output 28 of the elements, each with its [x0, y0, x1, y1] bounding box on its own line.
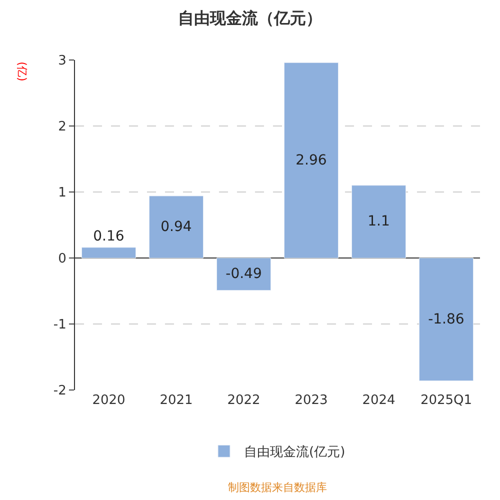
x-tick-label: 2025Q1 [420, 393, 472, 408]
y-axis-title: (亿) [15, 62, 28, 82]
data-label: -1.86 [428, 311, 464, 328]
bar [352, 185, 406, 258]
bar [284, 62, 338, 258]
chart-title: 自由现金流（亿元） [178, 8, 322, 28]
y-tick-label: 0 [58, 252, 66, 267]
bar [216, 258, 271, 291]
y-tick-label: 3 [58, 54, 66, 69]
data-label: 2.96 [296, 152, 327, 168]
y-tick-label: 2 [58, 120, 66, 135]
bar [82, 247, 136, 258]
data-label: 0.16 [93, 228, 124, 244]
legend-label: 自由现金流(亿元) [244, 444, 346, 460]
y-tick-label: 1 [58, 186, 66, 201]
x-tick-label: 2024 [362, 393, 396, 408]
data-label: -0.49 [226, 266, 262, 282]
text: 制图数据来自数据库 [228, 481, 327, 494]
x-tick-label: 2021 [160, 393, 193, 408]
bar [149, 196, 204, 258]
x-tick-label: 2020 [92, 393, 126, 408]
data-label: 1.1 [368, 214, 390, 230]
bar [419, 258, 474, 382]
y-tick-label: -1 [53, 318, 66, 333]
x-tick-label: 2022 [227, 393, 260, 408]
data-label: 0.94 [160, 218, 192, 235]
y-tick-label: -2 [53, 384, 66, 399]
x-tick-label: 2023 [294, 393, 328, 408]
